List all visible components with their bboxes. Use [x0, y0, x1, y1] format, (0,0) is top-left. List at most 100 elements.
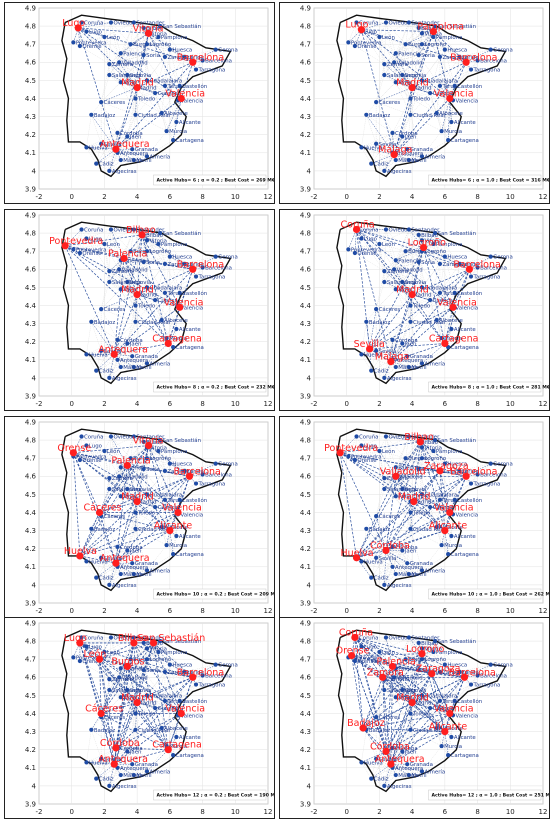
candidate-link — [135, 319, 162, 322]
city-node — [84, 443, 89, 448]
city-label: Almería — [149, 360, 170, 367]
candidate-link — [376, 143, 408, 150]
city-node — [130, 561, 135, 566]
city-node — [133, 96, 138, 101]
city-node — [118, 494, 123, 499]
city-label: Ciudad Real — [413, 728, 445, 734]
spoke-link — [109, 764, 115, 786]
spoke-link — [164, 499, 179, 513]
candidate-link — [133, 771, 147, 776]
candidate-link — [143, 233, 161, 263]
city-node — [406, 635, 411, 640]
candidate-link — [73, 22, 82, 43]
city-node — [144, 657, 150, 662]
hub-label: Antequera — [98, 754, 148, 765]
city-node — [419, 42, 425, 47]
candidate-link — [195, 463, 216, 484]
city-node — [408, 303, 413, 308]
spoke-link — [405, 31, 434, 45]
city-label: Palencia — [398, 51, 420, 57]
hub-marker — [185, 472, 194, 480]
city-node — [400, 279, 405, 285]
candidate-link — [104, 22, 134, 38]
city-label: Vitoria — [149, 646, 167, 652]
city-node — [488, 662, 493, 667]
candidate-link — [376, 550, 403, 558]
city-label: Cartagena — [451, 552, 479, 558]
spoke-link — [384, 154, 395, 172]
city-node — [141, 640, 146, 646]
spoke-link — [177, 499, 180, 513]
city-node — [488, 254, 493, 259]
candidate-link — [164, 85, 177, 123]
candidate-link — [143, 641, 161, 671]
city-node — [107, 687, 112, 693]
hub-link — [137, 501, 179, 513]
city-node — [144, 646, 150, 651]
candidate-link — [376, 350, 385, 378]
spoke-link — [109, 149, 117, 171]
candidate-link — [418, 54, 441, 86]
city-label: Coruña — [84, 434, 103, 440]
city-node — [133, 319, 138, 324]
city-node — [107, 476, 112, 481]
x-tick-label: 8 — [200, 193, 204, 201]
city-label: Cuenca — [158, 298, 178, 304]
candidate-link — [195, 664, 216, 685]
candidate-link — [421, 458, 441, 471]
city-node — [162, 290, 168, 295]
candidate-link — [91, 114, 118, 134]
city-label: Cartagena — [176, 753, 204, 759]
city-node — [403, 42, 408, 47]
hub-link — [79, 642, 138, 703]
candidate-link — [418, 49, 445, 56]
city-node — [359, 352, 364, 357]
city-label: Sevilla — [379, 757, 397, 763]
candidate-link — [109, 573, 121, 586]
candidate-link — [158, 243, 166, 264]
hub-link — [390, 653, 423, 765]
city-label: Lérida — [187, 468, 204, 475]
hub-label: Cáceres — [84, 503, 122, 514]
candidate-link — [477, 256, 491, 268]
hub-link — [73, 445, 149, 454]
candidate-link — [394, 467, 396, 477]
candidate-link — [392, 339, 408, 357]
candidate-link — [402, 488, 411, 502]
hub-link — [99, 658, 182, 714]
city-label: Barcelona — [205, 58, 232, 64]
candidate-link — [379, 651, 385, 690]
candidate-link — [385, 637, 396, 669]
city-node — [144, 249, 150, 254]
city-label: Madrid — [413, 701, 432, 707]
candidate-link — [408, 229, 423, 241]
candidate-link — [384, 566, 393, 585]
candidate-link — [394, 251, 423, 270]
city-label: Segovia — [405, 73, 426, 79]
city-node — [419, 78, 425, 83]
spoke-link — [137, 702, 156, 709]
city-label: Coruña — [84, 20, 103, 26]
candidate-link — [376, 758, 408, 765]
candidate-link — [130, 27, 144, 45]
city-label: Ávila — [398, 694, 411, 701]
city-label: Murcia — [444, 744, 462, 750]
candidate-link — [169, 256, 203, 268]
candidate-link — [430, 292, 455, 301]
candidate-link — [356, 22, 380, 38]
x-tick-label: 8 — [475, 400, 479, 408]
city-node — [131, 635, 136, 640]
candidate-link — [154, 708, 167, 747]
hub-link — [99, 475, 190, 513]
candidate-link — [395, 156, 422, 161]
candidate-link — [127, 343, 148, 364]
candidate-link — [127, 550, 133, 564]
city-label: Toledo — [412, 304, 430, 310]
candidate-link — [402, 74, 422, 81]
y-tick-label: 3.9 — [25, 800, 36, 808]
x-tick-label: 4 — [410, 400, 415, 408]
network-links — [348, 637, 491, 786]
hub-label: Madrid — [396, 78, 429, 89]
city-node — [141, 52, 146, 58]
spoke-link — [369, 309, 377, 349]
